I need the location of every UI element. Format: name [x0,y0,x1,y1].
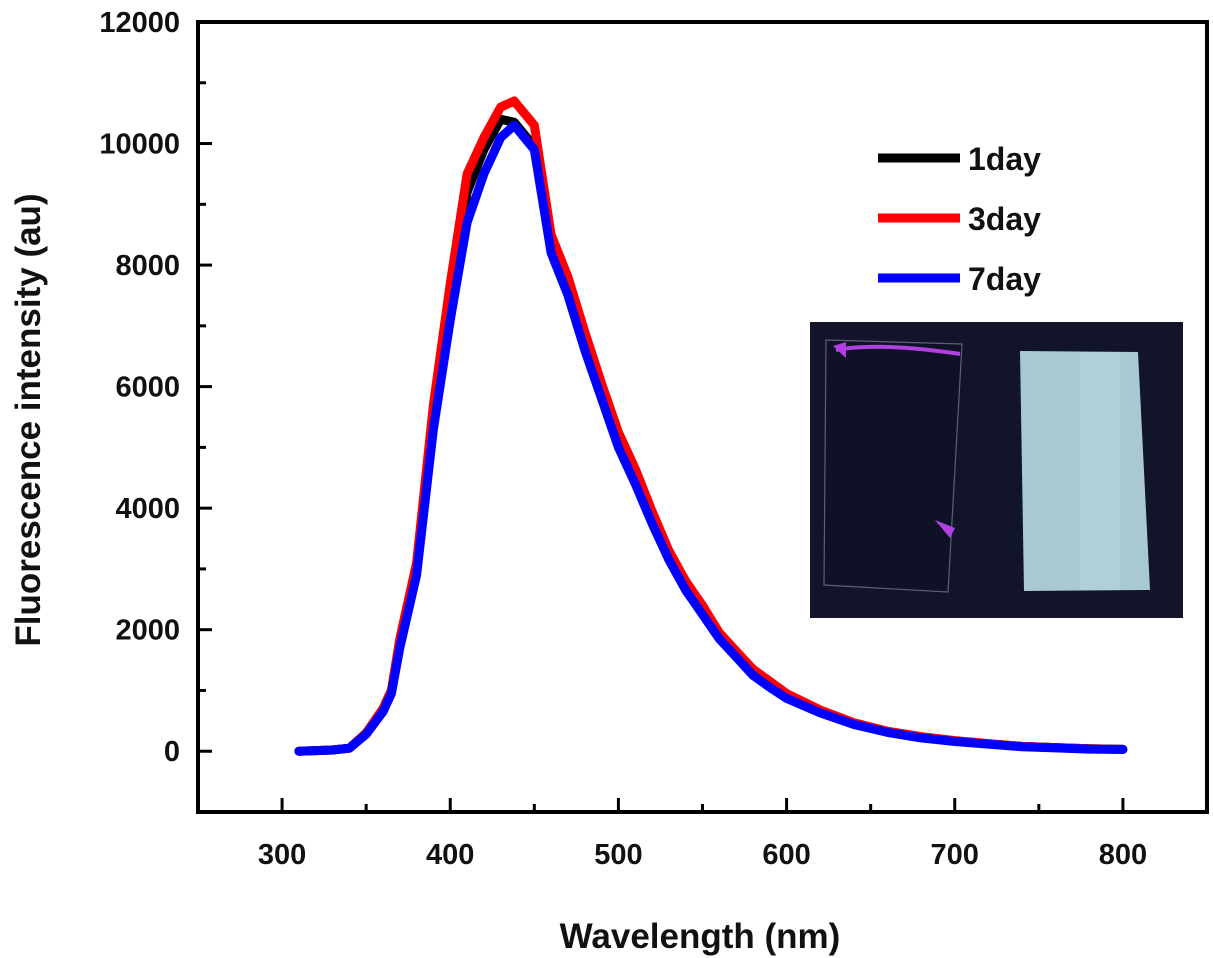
y-tick-label: 10000 [99,129,180,161]
y-tick-label: 4000 [115,493,180,525]
y-axis-title: Fluorescence intensity (au) [9,193,48,646]
series-line-7day [294,120,1128,756]
x-tick-label: 700 [931,839,979,871]
legend-label-7day: 7day [968,261,1041,297]
y-tick-label: 2000 [115,615,180,647]
inset-left-sample [823,339,963,593]
inset-left-glow-spot [935,520,955,538]
x-tick-label: 600 [762,839,810,871]
inset-photo [810,322,1183,618]
x-tick-label: 300 [258,839,306,871]
y-tick-label: 0 [164,736,180,768]
x-axis-title: Wavelength (nm) [560,917,841,956]
inset-right-highlight [1080,352,1120,590]
legend-label-1day: 1day [968,141,1041,177]
legend: 1day 3day 7day [878,141,1041,297]
x-axis: 300 400 500 600 700 800 [258,798,1147,871]
y-tick-label: 12000 [99,7,180,39]
y-tick-label: 6000 [115,372,180,404]
x-tick-label: 500 [594,839,642,871]
legend-label-3day: 3day [968,201,1041,237]
x-tick-label: 400 [426,839,474,871]
plot-series [294,96,1128,756]
y-axis: 0 2000 4000 6000 8000 10000 12000 [99,7,212,768]
y-tick-label: 8000 [115,250,180,282]
inset-left-glow-top [835,344,961,356]
x-tick-label: 800 [1099,839,1147,871]
inset-left-glow-corner [833,342,846,358]
